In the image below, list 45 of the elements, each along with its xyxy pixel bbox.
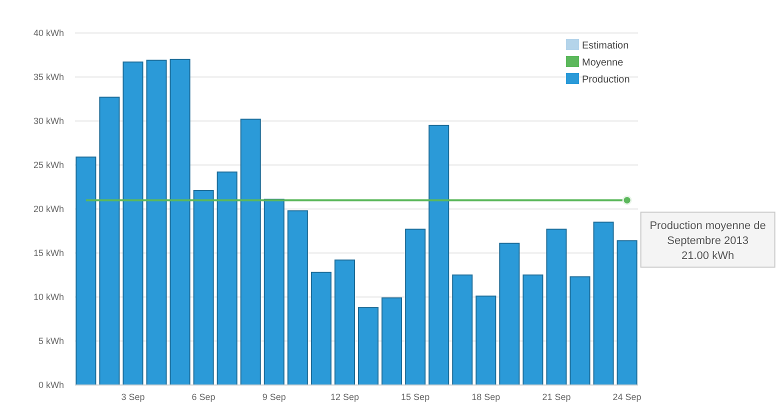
bar: [216, 172, 238, 386]
x-tick-label: 9 Sep: [262, 392, 286, 402]
legend-label: Estimation: [582, 40, 629, 52]
bar: [193, 190, 214, 386]
bar: [146, 60, 167, 386]
bar: [499, 242, 520, 386]
bar: [593, 222, 614, 386]
bar: [264, 198, 284, 386]
y-tick-label: 5 kWh: [38, 336, 64, 346]
bar: [616, 240, 638, 386]
bar: [452, 274, 473, 386]
bar: [99, 96, 120, 386]
y-tick-label: 30 kWh: [33, 116, 64, 126]
bar: [358, 307, 379, 386]
bar: [476, 296, 496, 386]
bar: [428, 124, 450, 386]
bar: [546, 228, 567, 386]
bar: [287, 210, 308, 386]
bar: [122, 62, 144, 386]
x-tick-label: 15 Sep: [401, 392, 430, 402]
bar: [310, 272, 332, 386]
y-tick-label: 40 kWh: [33, 28, 64, 38]
y-tick-label: 35 kWh: [33, 72, 64, 82]
legend-label: Production: [582, 74, 630, 86]
x-tick-label: 24 Sep: [612, 392, 642, 402]
y-tick-label: 15 kWh: [33, 248, 64, 258]
x-tick-label: 3 Sep: [121, 392, 145, 402]
y-tick-label: 25 kWh: [33, 160, 64, 170]
bar: [334, 260, 355, 386]
y-tick-label: 20 kWh: [33, 204, 64, 214]
y-tick-label: 0 kWh: [38, 380, 64, 390]
bar: [170, 58, 190, 386]
legend-label: Moyenne: [582, 58, 624, 68]
bar: [522, 274, 544, 386]
bar: [570, 276, 590, 386]
annotation: Production moyenne de Septembre 2013 21.00 kWh: [650, 220, 766, 262]
x-tick-label: 21 Sep: [542, 392, 571, 402]
bar: [405, 228, 426, 386]
y-tick-label: 10 kWh: [33, 292, 64, 302]
x-tick-label: 18 Sep: [472, 392, 500, 402]
x-tick-label: 12 Sep: [330, 392, 359, 402]
bar: [382, 297, 402, 386]
bar: [76, 156, 96, 386]
x-tick-label: 6 Sep: [192, 392, 216, 402]
bar: [240, 118, 261, 386]
